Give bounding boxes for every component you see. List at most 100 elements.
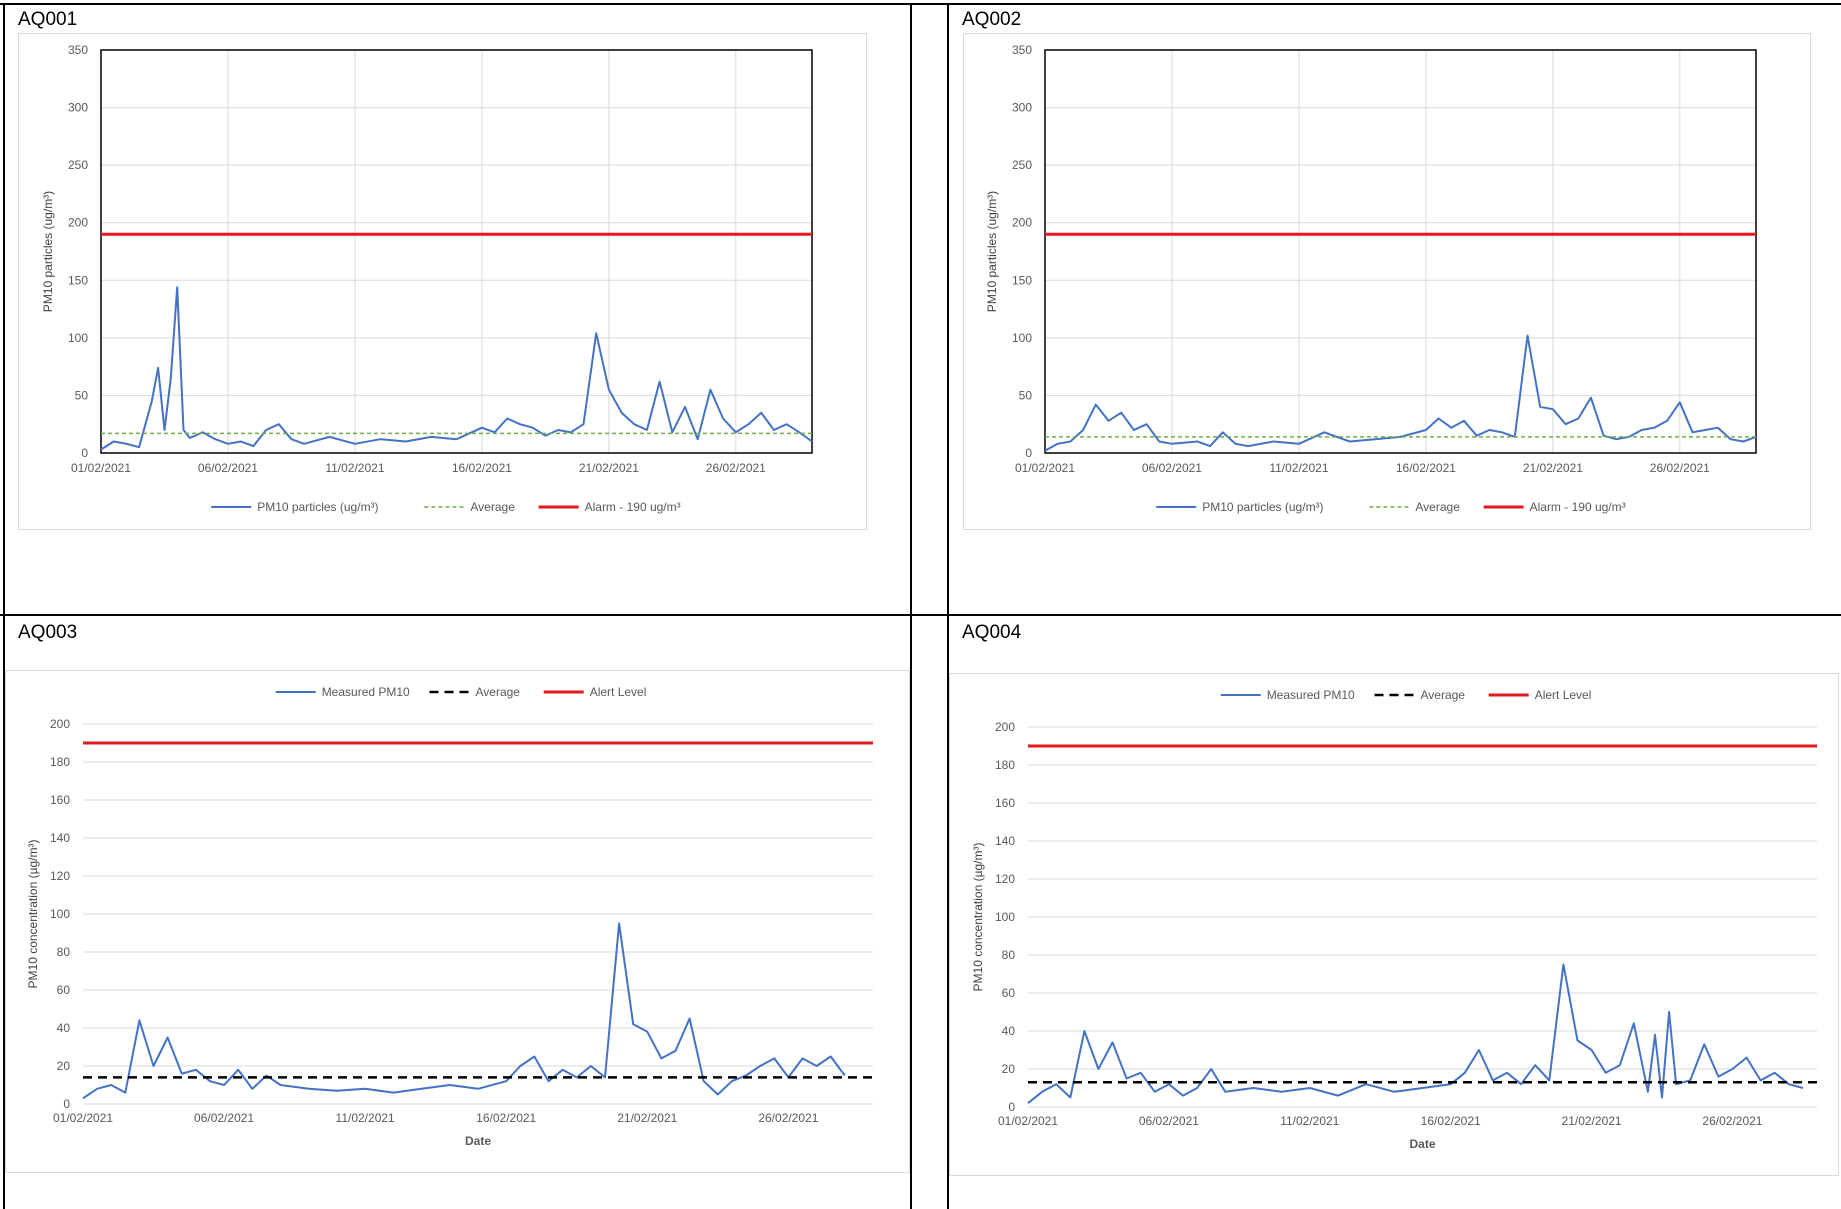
y-tick-label: 180 [50,755,70,769]
y-tick-label: 150 [1012,273,1032,287]
chart-2: 0 50 100 150 200 250 300 350 01/02/2021 06/02/202… [985,43,1757,514]
x-tick-label: 01/02/2021 [71,461,131,475]
x-axis-label: Date [465,1134,491,1148]
table-divider-horizontal [0,614,1841,616]
y-tick-label: 140 [50,831,70,845]
y-tick-label: 160 [50,793,70,807]
table-border-top [0,3,1841,5]
y-tick-label: 250 [1012,158,1032,172]
y-axis-label: PM10 particles (ug/m³) [985,191,999,312]
x-tick-label: 01/02/2021 [998,1114,1058,1128]
table-border-left [3,3,5,1209]
series-line [100,286,813,451]
panel-label-aq003: AQ003 [18,622,78,643]
x-tick-label: 06/02/2021 [1139,1114,1199,1128]
x-axis-label: Date [1409,1137,1435,1151]
chart-4: 0 20 40 60 80 100 120 140 160 180 200 01/02/2021 06/… [971,688,1817,1151]
x-tick-label: 16/02/2021 [476,1111,536,1125]
x-tick-label: 06/02/2021 [198,461,258,475]
y-tick-label: 0 [1008,1100,1015,1114]
y-tick-label: 100 [50,907,70,921]
y-tick-label: 100 [68,331,88,345]
chart-frame-aq002 [963,33,1811,530]
panel-label-aq004: AQ004 [962,622,1022,643]
table-divider-vertical-b [947,3,949,1209]
panel-label-aq001: AQ001 [18,9,78,30]
legend: Measured PM10 Average Alert Level [275,685,647,699]
table-divider-vertical-a [910,3,912,1209]
legend-label: PM10 particles (ug/m³) [257,500,378,514]
x-tick-label: 26/02/2021 [706,461,766,475]
legend: Measured PM10 Average Alert Level [1220,688,1592,702]
y-tick-label: 20 [57,1059,71,1073]
y-tick-label: 40 [1002,1024,1016,1038]
legend: PM10 particles (ug/m³) Average Alarm - 190… [211,500,681,514]
y-axis-label: PM10 concentration (µg/m³) [971,843,985,992]
legend-label: Average [1415,500,1460,514]
panel-label-aq002: AQ002 [962,9,1022,30]
series-line [1044,334,1757,452]
y-tick-label: 180 [995,758,1015,772]
x-tick-label: 11/02/2021 [1269,461,1328,475]
x-tick-label: 16/02/2021 [1396,461,1456,475]
y-tick-label: 250 [68,158,88,172]
y-tick-label: 200 [995,720,1015,734]
y-tick-label: 200 [50,717,70,731]
y-tick-label: 350 [68,43,88,57]
y-tick-label: 60 [57,983,71,997]
y-tick-label: 0 [81,446,88,460]
y-tick-label: 80 [1002,948,1016,962]
x-tick-label: 21/02/2021 [579,461,639,475]
y-axis-label: PM10 particles (ug/m³) [41,191,55,312]
y-tick-label: 60 [1002,986,1016,1000]
x-tick-label: 26/02/2021 [1702,1114,1762,1128]
legend-label: PM10 particles (ug/m³) [1202,500,1323,514]
x-tick-label: 06/02/2021 [194,1111,254,1125]
x-tick-label: 11/02/2021 [325,461,384,475]
x-tick-label: 26/02/2021 [758,1111,818,1125]
x-tick-label: 21/02/2021 [617,1111,677,1125]
x-tick-label: 01/02/2021 [53,1111,113,1125]
y-tick-label: 100 [1012,331,1032,345]
y-tick-label: 120 [995,872,1015,886]
y-tick-label: 160 [995,796,1015,810]
legend-label: Average [1421,688,1466,702]
y-tick-label: 0 [63,1097,70,1111]
x-tick-label: 16/02/2021 [1421,1114,1481,1128]
y-tick-label: 50 [75,388,89,402]
y-tick-label: 140 [995,834,1015,848]
series-line [1027,963,1804,1104]
y-tick-label: 300 [1012,101,1032,115]
legend-label: Measured PM10 [322,685,410,699]
chart-1: 0 50 100 150 200 250 300 350 01/02/2021 06/02/202… [41,43,813,514]
y-tick-label: 100 [995,910,1015,924]
y-tick-label: 0 [1025,446,1032,460]
legend-label: Average [476,685,521,699]
legend-label: Alarm - 190 ug/m³ [1530,500,1626,514]
x-tick-label: 11/02/2021 [336,1111,395,1125]
legend-label: Average [470,500,515,514]
x-tick-label: 21/02/2021 [1523,461,1583,475]
x-tick-label: 11/02/2021 [1280,1114,1339,1128]
y-tick-label: 200 [68,216,88,230]
legend-label: Alert Level [590,685,647,699]
x-tick-label: 06/02/2021 [1142,461,1202,475]
y-axis-label: PM10 concentration (µg/m³) [26,840,40,989]
y-tick-label: 50 [1019,388,1033,402]
plot-border [1044,49,1757,454]
x-tick-label: 16/02/2021 [452,461,512,475]
y-tick-label: 150 [68,273,88,287]
plot-border [100,49,813,454]
legend-label: Alarm - 190 ug/m³ [585,500,681,514]
y-tick-label: 300 [68,101,88,115]
legend-label: Alert Level [1535,688,1592,702]
x-tick-label: 01/02/2021 [1015,461,1075,475]
x-tick-label: 26/02/2021 [1650,461,1710,475]
series-line [82,922,846,1100]
y-tick-label: 80 [57,945,71,959]
y-tick-label: 350 [1012,43,1032,57]
y-tick-label: 20 [1002,1062,1016,1076]
chart-frame-aq003 [5,670,910,1173]
legend-label: Measured PM10 [1267,688,1355,702]
